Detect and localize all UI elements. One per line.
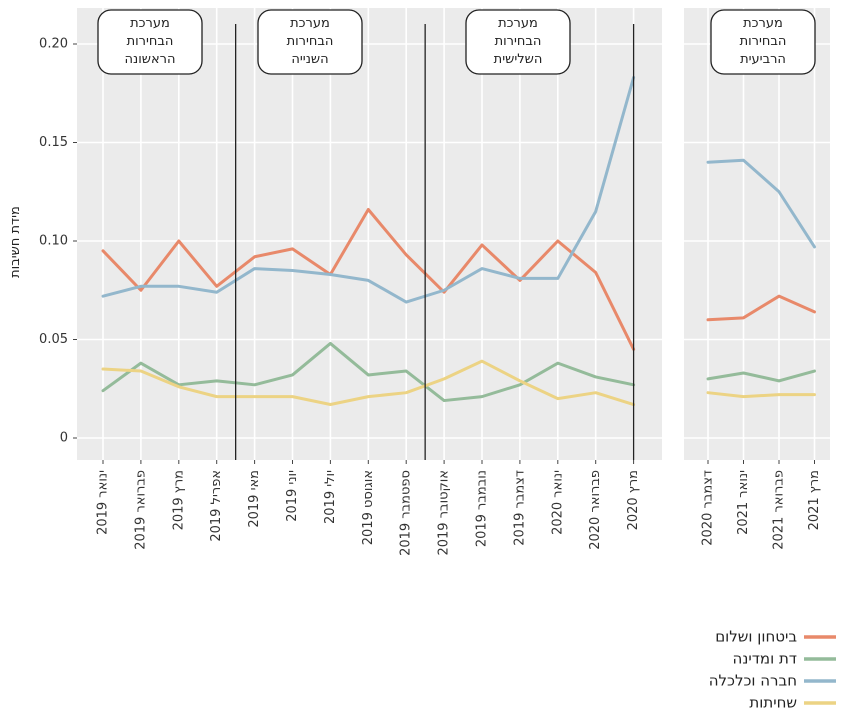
series-line bbox=[101, 75, 636, 304]
election-box-text: השלישית bbox=[494, 52, 543, 67]
y-axis-title: מידת חשיבות bbox=[8, 206, 23, 278]
legend-label: דת ומדינה bbox=[733, 650, 797, 668]
election-box-text: השנייה bbox=[291, 52, 328, 67]
panel-background bbox=[77, 8, 662, 460]
series-line bbox=[101, 359, 636, 407]
x-tick-label: אוקטובר 2019 bbox=[437, 470, 452, 556]
x-tick-label: מרץ 2021 bbox=[807, 470, 822, 530]
election-box bbox=[465, 9, 571, 75]
election-box-text: מערכת bbox=[290, 16, 330, 31]
election-box bbox=[710, 9, 816, 75]
x-tick-label: אפריל 2019 bbox=[209, 470, 224, 542]
election-box-text: מערכת bbox=[130, 16, 170, 31]
y-tick-label: 0.20 bbox=[39, 37, 68, 52]
election-box bbox=[97, 9, 203, 75]
x-tick-label: מאי 2019 bbox=[247, 470, 262, 528]
legend-label: חברה וכלכלה bbox=[709, 672, 797, 690]
legend: ביטחון ושלום דת ומדינה חברה וכלכלה שחיתות bbox=[709, 628, 836, 712]
y-tick-label: 0.05 bbox=[39, 332, 68, 347]
x-tick-label: פברואר 2020 bbox=[588, 470, 603, 550]
x-tick-label: פברואר 2019 bbox=[133, 470, 148, 550]
x-tick-label: יוני 2019 bbox=[285, 470, 300, 522]
election-box-text: הבחירות bbox=[495, 34, 542, 49]
x-tick-label: ינואר 2020 bbox=[550, 470, 565, 535]
y-tick-label: 0.10 bbox=[39, 234, 68, 249]
series-line bbox=[706, 158, 816, 249]
election-box-text: הבחירות bbox=[127, 34, 174, 49]
axis-layer: ינואר 2019 פברואר 2019 מרץ 2019 אפריל 2019 מ… bbox=[39, 37, 822, 556]
annotation-layer: מערכת הבחירות הראשונה מערכת הבחירות השנייה מער… bbox=[97, 9, 816, 75]
series-line bbox=[706, 391, 816, 399]
x-tick-label: פברואר 2021 bbox=[772, 470, 787, 550]
election-box-text: הבחירות bbox=[287, 34, 334, 49]
election-box-text: מערכת bbox=[743, 16, 783, 31]
series-line bbox=[101, 207, 636, 351]
series-line bbox=[101, 341, 636, 403]
y-tick-label: 0.15 bbox=[39, 135, 68, 150]
x-tick-label: ינואר 2019 bbox=[96, 470, 111, 535]
election-box-text: הרביעית bbox=[740, 52, 786, 67]
election-box-text: הבחירות bbox=[740, 34, 787, 49]
x-tick-label: יולי 2019 bbox=[323, 470, 338, 524]
y-tick-label: 0 bbox=[60, 431, 68, 446]
election-box-text: הראשונה bbox=[125, 52, 176, 67]
series-line bbox=[706, 369, 816, 383]
series-layer bbox=[101, 75, 816, 407]
x-tick-label: מרץ 2019 bbox=[171, 470, 186, 530]
x-tick-label: נובמבר 2019 bbox=[475, 470, 490, 547]
panel-background bbox=[684, 8, 830, 460]
x-tick-label: ינואר 2021 bbox=[736, 470, 751, 535]
x-tick-label: דצמבר 2019 bbox=[512, 470, 527, 546]
x-tick-label: ספטמבר 2019 bbox=[399, 470, 414, 556]
series-line bbox=[706, 294, 816, 322]
x-tick-label: דצמבר 2020 bbox=[701, 470, 716, 546]
legend-label: ביטחון ושלום bbox=[715, 628, 797, 646]
election-box bbox=[257, 9, 363, 75]
x-tick-label: אוגוסט 2019 bbox=[361, 470, 376, 545]
divider-layer bbox=[234, 24, 635, 460]
election-box-text: מערכת bbox=[498, 16, 538, 31]
legend-label: שחיתות bbox=[749, 694, 797, 712]
x-tick-label: מרץ 2020 bbox=[626, 470, 641, 530]
